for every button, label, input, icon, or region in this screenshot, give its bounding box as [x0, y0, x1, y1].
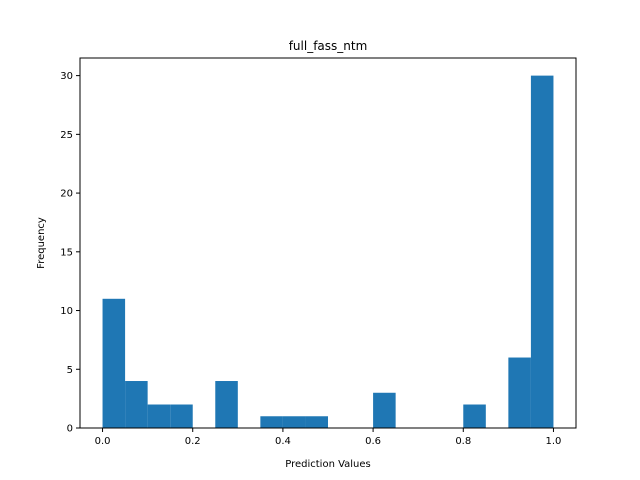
- y-tick-label: 10: [60, 306, 73, 317]
- plot-frame: [79, 57, 577, 429]
- x-tick-label: 1.0: [546, 436, 562, 447]
- histogram-bar: [170, 404, 193, 428]
- histogram-bar: [260, 416, 283, 428]
- histogram-bar: [373, 392, 396, 428]
- x-tick-label: 0.0: [95, 436, 111, 447]
- x-tick-label: 0.6: [365, 436, 381, 447]
- y-tick-label: 20: [60, 189, 73, 200]
- y-tick-label: 25: [60, 130, 73, 141]
- histogram-bar: [147, 404, 171, 428]
- histogram-bar: [215, 381, 238, 428]
- y-tick-label: 0: [67, 424, 73, 435]
- chart-title: full_fass_ntm: [289, 39, 368, 53]
- histogram-bar: [305, 416, 328, 428]
- x-tick-label: 0.4: [275, 436, 291, 447]
- x-tick-label: 0.8: [455, 436, 471, 447]
- y-tick-label: 15: [60, 247, 73, 258]
- histogram-bar: [102, 298, 126, 428]
- histogram-bar: [282, 416, 306, 428]
- y-tick-label: 5: [67, 365, 73, 376]
- histogram-bar: [125, 381, 148, 428]
- histogram-bar: [530, 75, 554, 428]
- y-tick-label: 30: [60, 71, 73, 82]
- x-tick-label: 0.2: [185, 436, 201, 447]
- histogram-bar: [463, 404, 486, 428]
- histogram-bar: [508, 357, 531, 428]
- y-axis-ticks: 0 5 10 15 20 25 30: [60, 71, 80, 435]
- x-axis-label: Prediction Values: [285, 459, 371, 470]
- bars-group: [102, 75, 554, 428]
- x-axis-ticks: 0.0 0.2 0.4 0.6 0.8 1.0: [95, 428, 562, 447]
- y-axis-label: Frequency: [36, 217, 47, 269]
